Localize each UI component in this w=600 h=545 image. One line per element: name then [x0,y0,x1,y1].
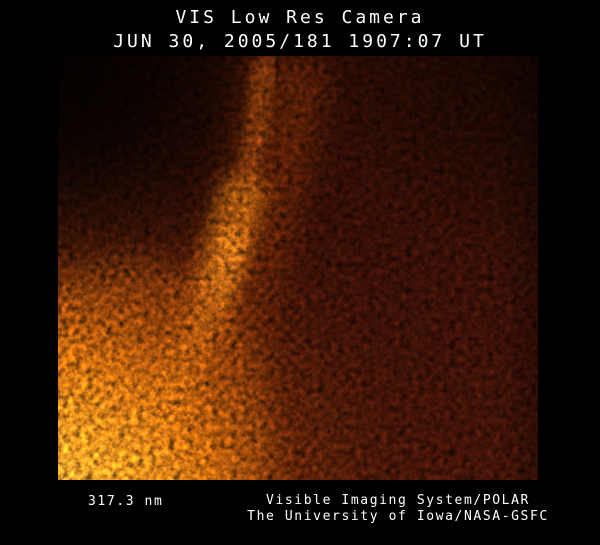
wavelength-label: 317.3 nm [88,494,164,509]
image-datetime: JUN 30, 2005/181 1907:07 UT [113,31,487,52]
credit-line-2: The University of Iowa/NASA-GSFC [247,509,549,524]
camera-image-area [58,56,538,480]
credit-line-1: Visible Imaging System/POLAR [266,493,530,508]
image-title: VIS Low Res Camera [175,7,425,28]
credit-block: Visible Imaging System/POLAR The Univers… [237,493,559,525]
